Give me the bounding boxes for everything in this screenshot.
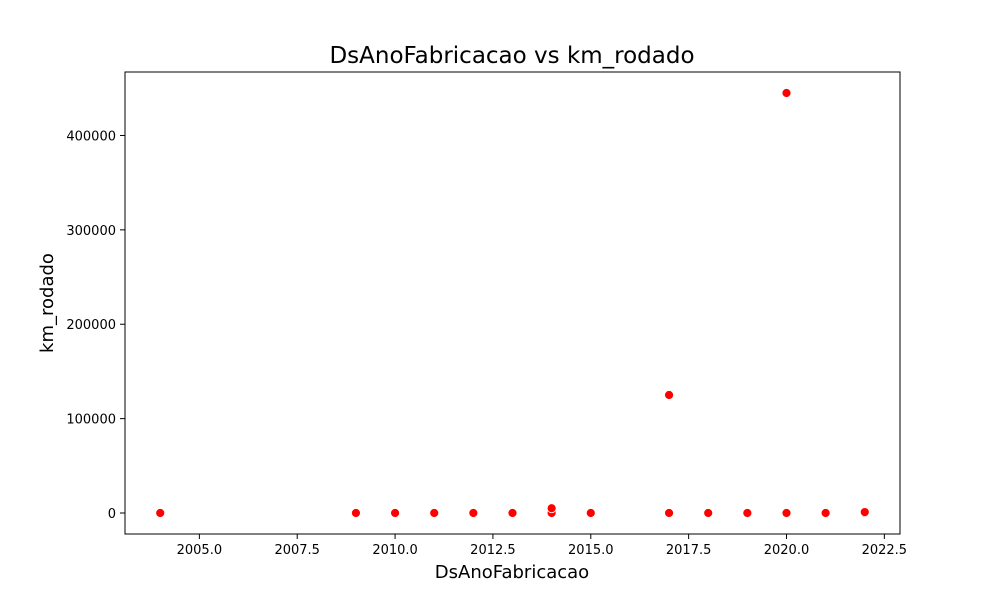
x-tick-label: 2010.0 <box>372 543 418 558</box>
y-axis-label: km_rodado <box>37 253 58 353</box>
plot-frame <box>124 71 901 535</box>
x-tick-label: 2017.5 <box>666 543 712 558</box>
y-tick-label: 0 <box>108 507 116 522</box>
x-tick-label: 2012.5 <box>470 543 516 558</box>
chart-title: DsAnoFabricacao vs km_rodado <box>329 43 694 69</box>
y-axis: 0 100000 200000 300000 400000 <box>66 129 125 522</box>
x-tick-label: 2020.0 <box>764 543 810 558</box>
data-point <box>664 390 674 400</box>
data-point <box>468 508 479 518</box>
x-axis-label: DsAnoFabricacao <box>435 562 589 583</box>
plot-area <box>155 88 870 518</box>
y-tick-label: 200000 <box>66 318 116 333</box>
data-point <box>507 508 518 518</box>
data-point <box>155 508 166 518</box>
data-point <box>429 508 440 518</box>
data-point <box>742 508 753 518</box>
y-tick-label: 400000 <box>66 129 116 144</box>
data-point <box>351 508 361 518</box>
data-point <box>703 508 714 518</box>
y-tick-label: 100000 <box>66 413 116 428</box>
data-point <box>781 88 792 98</box>
data-point <box>859 507 870 517</box>
data-point <box>546 503 557 514</box>
data-point <box>664 508 674 518</box>
x-axis: 2005.0 2007.5 2010.0 2012.5 2015.0 2017.5 2020… <box>177 534 907 558</box>
data-point <box>585 508 596 518</box>
data-point <box>390 508 400 518</box>
y-tick-label: 300000 <box>66 224 116 239</box>
x-tick-label: 2015.0 <box>568 543 614 558</box>
x-tick-label: 2005.0 <box>177 543 223 558</box>
data-point <box>781 508 792 518</box>
data-point <box>820 508 831 518</box>
x-tick-label: 2007.5 <box>274 543 320 558</box>
x-tick-label: 2022.5 <box>862 543 908 558</box>
